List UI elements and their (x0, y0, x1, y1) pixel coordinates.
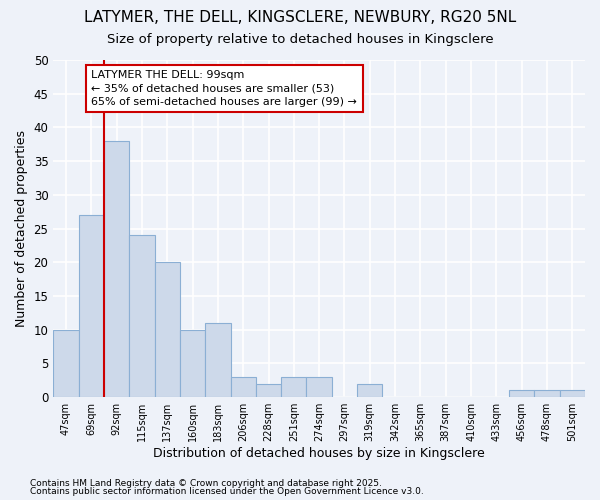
Bar (155, 262, 180, 397)
Bar (509, 390, 535, 397)
Bar (129, 236, 155, 397)
Bar (205, 323, 230, 397)
Bar (307, 377, 332, 397)
Text: LATYMER THE DELL: 99sqm
← 35% of detached houses are smaller (53)
65% of semi-de: LATYMER THE DELL: 99sqm ← 35% of detache… (91, 70, 357, 106)
Bar (357, 384, 382, 397)
Bar (535, 390, 560, 397)
Bar (560, 390, 585, 397)
Bar (281, 377, 307, 397)
Text: Contains public sector information licensed under the Open Government Licence v3: Contains public sector information licen… (30, 487, 424, 496)
Text: LATYMER, THE DELL, KINGSCLERE, NEWBURY, RG20 5NL: LATYMER, THE DELL, KINGSCLERE, NEWBURY, … (84, 10, 516, 25)
Bar (256, 384, 281, 397)
Bar (79, 215, 104, 397)
Y-axis label: Number of detached properties: Number of detached properties (15, 130, 28, 327)
Bar (53, 330, 79, 397)
X-axis label: Distribution of detached houses by size in Kingsclere: Distribution of detached houses by size … (153, 447, 485, 460)
Bar (104, 141, 129, 397)
Bar (180, 330, 205, 397)
Text: Size of property relative to detached houses in Kingsclere: Size of property relative to detached ho… (107, 32, 493, 46)
Text: Contains HM Land Registry data © Crown copyright and database right 2025.: Contains HM Land Registry data © Crown c… (30, 478, 382, 488)
Bar (230, 377, 256, 397)
